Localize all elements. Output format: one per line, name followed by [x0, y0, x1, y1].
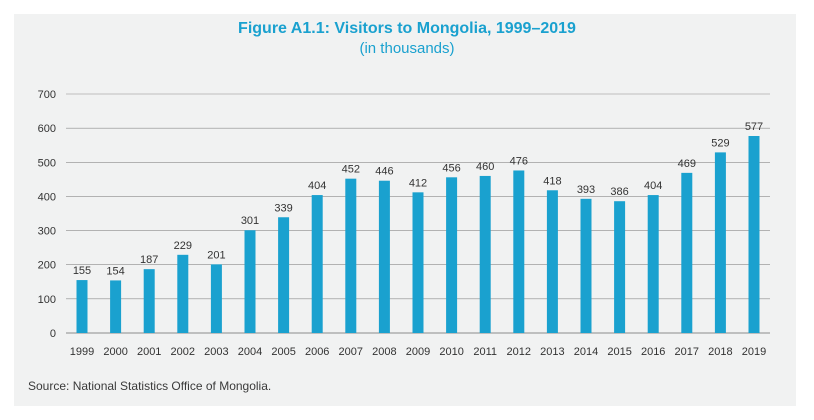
y-tick-label-400: 400	[38, 191, 56, 203]
data-label-1999: 155	[73, 265, 91, 277]
data-label-2005: 339	[274, 202, 292, 214]
bar-2017	[681, 172, 693, 333]
data-label-2014: 393	[577, 184, 595, 196]
x-tick-label-2017: 2017	[675, 346, 699, 358]
bar-2003	[210, 264, 222, 333]
data-label-2019: 577	[745, 121, 763, 133]
bar-2005	[278, 217, 290, 333]
x-tick-label-2013: 2013	[540, 346, 564, 358]
y-tick-label-100: 100	[38, 294, 56, 306]
data-label-2013: 418	[543, 175, 561, 187]
data-label-2011: 460	[476, 161, 494, 173]
data-label-2003: 201	[207, 249, 225, 261]
data-label-2006: 404	[308, 180, 326, 192]
y-tick-label-600: 600	[38, 123, 56, 135]
x-tick-label-2012: 2012	[507, 346, 531, 358]
data-label-2001: 187	[140, 254, 158, 266]
data-label-2012: 476	[510, 155, 528, 167]
bar-2015	[614, 201, 626, 333]
x-tick-label-2009: 2009	[406, 346, 430, 358]
data-label-2009: 412	[409, 177, 427, 189]
data-label-2017: 469	[678, 158, 696, 170]
bar-2019	[748, 135, 760, 333]
y-tick-label-700: 700	[38, 89, 56, 101]
x-tick-label-2000: 2000	[103, 346, 127, 358]
x-tick-label-2003: 2003	[204, 346, 228, 358]
bar-1999	[76, 280, 88, 333]
data-label-2016: 404	[644, 180, 662, 192]
data-label-2010: 456	[442, 162, 460, 174]
y-tick-label-500: 500	[38, 157, 56, 169]
x-tick-label-2010: 2010	[439, 346, 463, 358]
bar-2008	[378, 180, 390, 333]
x-tick-label-2004: 2004	[238, 346, 262, 358]
bar-2018	[714, 152, 726, 333]
x-tick-label-2005: 2005	[271, 346, 295, 358]
x-tick-label-2002: 2002	[171, 346, 195, 358]
bar-2000	[110, 280, 122, 333]
x-tick-label-1999: 1999	[70, 346, 94, 358]
bar-2013	[546, 190, 558, 333]
chart-title: Figure A1.1: Visitors to Mongolia, 1999–…	[238, 20, 576, 37]
bar-2007	[345, 178, 357, 333]
y-tick-label-300: 300	[38, 226, 56, 238]
bar-2016	[647, 195, 659, 333]
x-tick-label-2007: 2007	[339, 346, 363, 358]
source-note: Source: National Statistics Office of Mo…	[28, 379, 272, 393]
bar-2010	[446, 177, 458, 333]
bar-2001	[143, 269, 155, 333]
x-tick-label-2016: 2016	[641, 346, 665, 358]
bar-2012	[513, 170, 525, 333]
bar-2011	[479, 175, 491, 333]
chart-panel	[14, 14, 796, 406]
data-label-2008: 446	[375, 166, 393, 178]
x-tick-label-2014: 2014	[574, 346, 598, 358]
data-label-2002: 229	[174, 240, 192, 252]
data-label-2015: 386	[610, 186, 628, 198]
data-label-2004: 301	[241, 215, 259, 227]
x-tick-label-2011: 2011	[473, 346, 497, 358]
bar-2009	[412, 192, 424, 333]
bar-2006	[311, 195, 323, 333]
data-label-2007: 452	[342, 164, 360, 176]
bar-2004	[244, 230, 256, 333]
x-tick-label-2019: 2019	[742, 346, 766, 358]
x-tick-label-2006: 2006	[305, 346, 329, 358]
bar-2002	[177, 254, 189, 333]
chart-subtitle: (in thousands)	[359, 40, 455, 57]
y-tick-label-0: 0	[50, 328, 56, 340]
x-tick-label-2018: 2018	[708, 346, 732, 358]
x-tick-label-2001: 2001	[137, 346, 161, 358]
bar-2014	[580, 198, 592, 333]
data-label-2018: 529	[711, 137, 729, 149]
data-label-2000: 154	[106, 265, 124, 277]
x-tick-label-2015: 2015	[607, 346, 631, 358]
y-tick-label-200: 200	[38, 260, 56, 272]
x-tick-label-2008: 2008	[372, 346, 396, 358]
